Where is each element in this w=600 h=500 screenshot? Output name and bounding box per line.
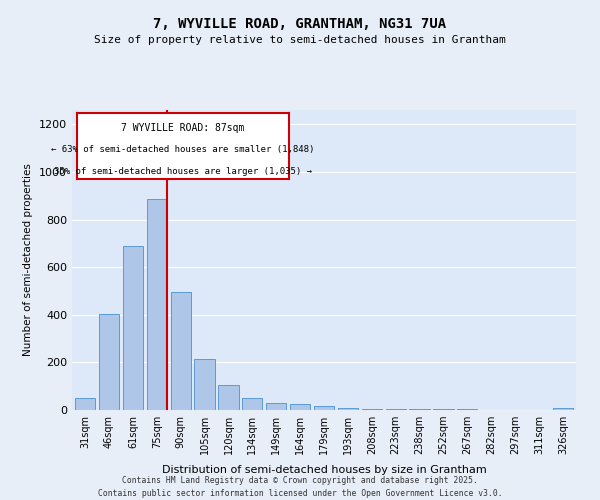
Bar (362, 409, 382, 410)
Bar (194, 359, 215, 410)
Bar (457, 409, 478, 410)
Y-axis label: Number of semi-detached properties: Number of semi-detached properties (23, 164, 34, 356)
Bar (123, 246, 143, 410)
Text: 7, WYVILLE ROAD, GRANTHAM, NG31 7UA: 7, WYVILLE ROAD, GRANTHAM, NG31 7UA (154, 18, 446, 32)
Bar (290, 404, 310, 410)
Bar (314, 406, 334, 410)
Bar (170, 292, 191, 410)
Bar (266, 403, 286, 410)
Bar (242, 398, 262, 410)
Bar (146, 200, 167, 410)
Bar (409, 409, 430, 410)
Text: Size of property relative to semi-detached houses in Grantham: Size of property relative to semi-detach… (94, 35, 506, 45)
Bar (99, 314, 119, 410)
Bar (75, 398, 95, 410)
Text: Contains HM Land Registry data © Crown copyright and database right 2025.
Contai: Contains HM Land Registry data © Crown c… (98, 476, 502, 498)
Bar (386, 409, 406, 410)
X-axis label: Distribution of semi-detached houses by size in Grantham: Distribution of semi-detached houses by … (161, 466, 487, 475)
Bar (338, 408, 358, 410)
Bar (433, 409, 454, 410)
Bar (553, 408, 573, 410)
Bar (218, 385, 239, 410)
